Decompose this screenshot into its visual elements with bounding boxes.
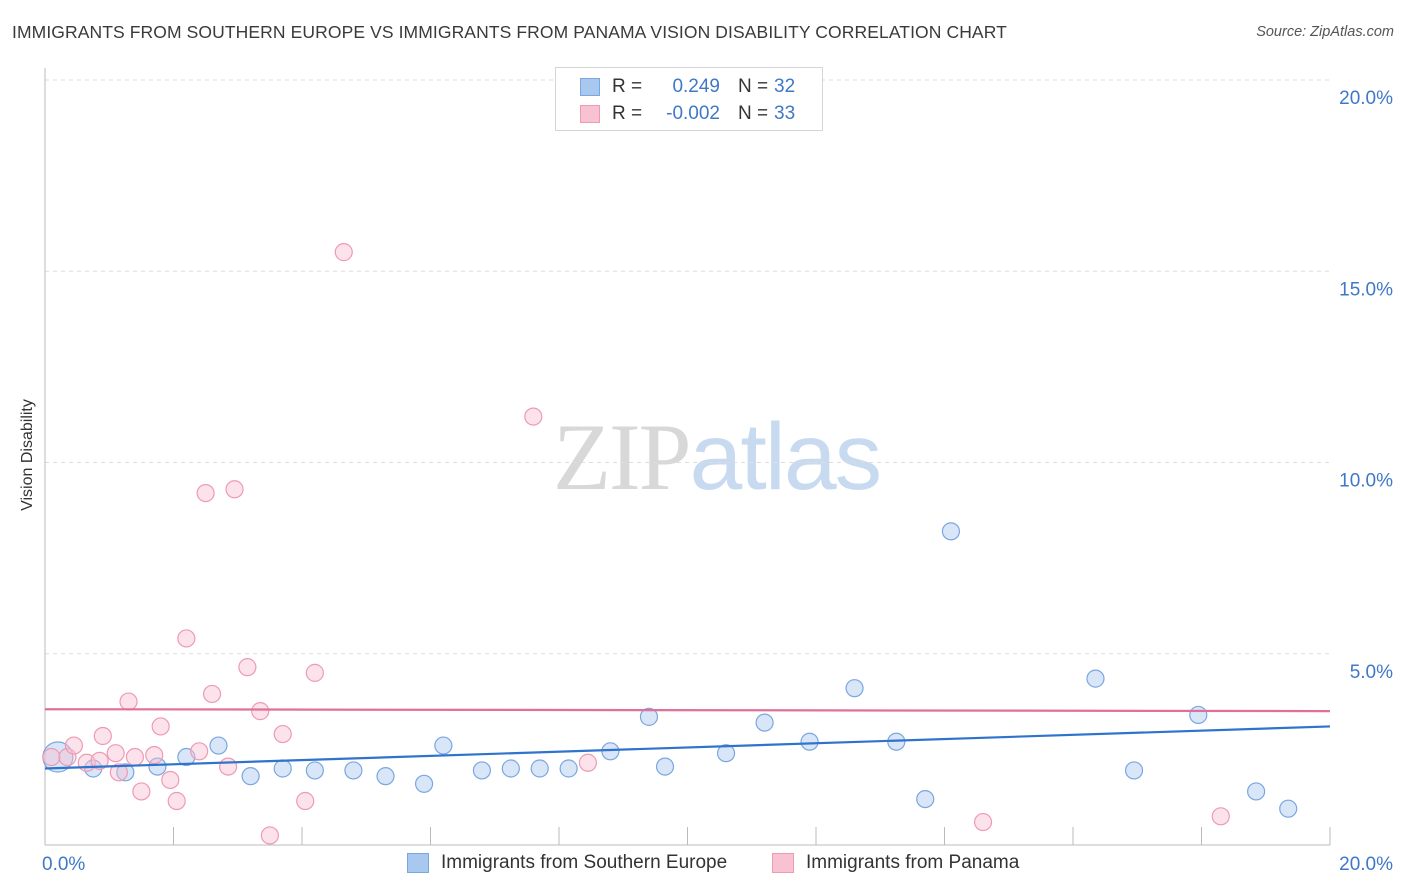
point-southern-europe <box>241 767 260 786</box>
legend-r-label: R = <box>612 76 643 97</box>
stats-legend: R = 0.249 N = 32 R = -0.002 N = 33 <box>555 67 823 131</box>
point-southern-europe <box>148 757 167 776</box>
legend-n-label: N = <box>738 103 769 124</box>
legend-row-southern-europe: R = 0.249 N = 32 <box>580 75 795 99</box>
point-panama <box>1211 807 1230 826</box>
source-label: Source: ZipAtlas.com <box>1256 24 1394 40</box>
point-southern-europe <box>273 759 292 778</box>
point-panama <box>524 407 543 426</box>
point-southern-europe <box>559 759 578 778</box>
legend-label-southern-europe: Immigrants from Southern Europe <box>441 852 728 873</box>
legend-swatch-blue <box>580 78 600 96</box>
point-panama <box>973 812 993 832</box>
point-southern-europe <box>941 522 961 541</box>
point-southern-europe <box>800 732 819 751</box>
y-tick-label: 5.0% <box>1350 662 1393 683</box>
legend-n-value: 33 <box>774 103 796 124</box>
point-panama <box>151 717 170 736</box>
point-panama <box>119 692 138 711</box>
point-panama <box>109 763 128 782</box>
point-southern-europe <box>209 736 228 755</box>
point-southern-europe <box>639 707 659 726</box>
legend-swatch-blue <box>407 853 429 873</box>
point-panama <box>145 746 164 765</box>
point-panama <box>90 751 109 770</box>
point-panama <box>64 736 84 755</box>
legend-item-panama: Immigrants from Panama <box>772 852 1019 874</box>
point-panama <box>125 747 145 767</box>
legend-n-label: N = <box>738 76 769 97</box>
point-southern-europe <box>845 679 864 698</box>
watermark-atlas: atlas <box>689 404 883 510</box>
point-panama <box>93 726 112 746</box>
point-panama <box>273 724 292 744</box>
point-southern-europe <box>434 736 453 755</box>
legend-n-value: 32 <box>774 76 796 97</box>
point-southern-europe <box>1086 669 1105 688</box>
point-panama <box>225 480 244 499</box>
point-panama <box>106 744 125 763</box>
y-tick-label: 15.0% <box>1339 279 1393 300</box>
point-panama <box>219 757 238 776</box>
point-southern-europe <box>655 757 675 776</box>
point-panama <box>161 770 180 790</box>
point-southern-europe <box>344 761 363 780</box>
legend-r-label: R = <box>612 103 643 124</box>
y-tick-label: 10.0% <box>1339 471 1393 492</box>
legend-r-value: 0.249 <box>672 76 720 97</box>
point-panama <box>305 663 324 682</box>
watermark: ZIPatlas <box>553 402 883 512</box>
point-southern-europe <box>755 713 774 732</box>
point-panama <box>202 684 222 704</box>
legend-swatch-pink <box>580 105 600 123</box>
point-panama <box>167 791 186 811</box>
trendline-panama <box>44 708 1331 713</box>
point-southern-europe <box>1279 799 1298 818</box>
point-panama <box>58 747 77 767</box>
x-tick-label: 0.0% <box>42 854 85 875</box>
point-southern-europe <box>472 761 491 780</box>
legend-r-value: -0.002 <box>666 103 720 124</box>
point-panama <box>132 782 151 801</box>
series-legend: Immigrants from Southern Europe Immigran… <box>0 852 1406 878</box>
point-southern-europe <box>530 759 549 778</box>
point-panama <box>238 658 257 677</box>
point-panama <box>190 742 209 761</box>
trendline-southern-europe <box>44 725 1331 770</box>
point-southern-europe <box>601 742 620 761</box>
y-tick-label: 20.0% <box>1339 88 1393 109</box>
point-southern-europe <box>501 759 520 778</box>
point-panama <box>578 753 598 772</box>
legend-row-panama: R = -0.002 N = 33 <box>580 102 795 126</box>
point-panama <box>260 826 279 845</box>
legend-swatch-pink <box>772 853 794 873</box>
point-southern-europe <box>376 767 395 786</box>
watermark-zip: ZIP <box>553 404 691 510</box>
point-panama <box>177 629 196 648</box>
legend-item-southern-europe: Immigrants from Southern Europe <box>407 852 727 874</box>
point-southern-europe <box>1189 705 1208 725</box>
point-southern-europe <box>1124 761 1144 780</box>
point-southern-europe <box>1247 782 1266 801</box>
point-southern-europe <box>414 774 434 793</box>
point-panama <box>196 484 215 503</box>
point-panama <box>334 243 353 262</box>
point-southern-europe <box>916 789 935 809</box>
x-tick-label: 20.0% <box>1339 854 1393 875</box>
point-panama <box>251 702 270 721</box>
point-panama <box>42 747 61 767</box>
chart-title: IMMIGRANTS FROM SOUTHERN EUROPE VS IMMIG… <box>12 22 1007 42</box>
point-panama <box>296 791 315 811</box>
point-southern-europe <box>305 761 324 780</box>
point-southern-europe <box>716 744 736 763</box>
point-southern-europe <box>116 763 135 782</box>
legend-label-panama: Immigrants from Panama <box>806 852 1020 873</box>
